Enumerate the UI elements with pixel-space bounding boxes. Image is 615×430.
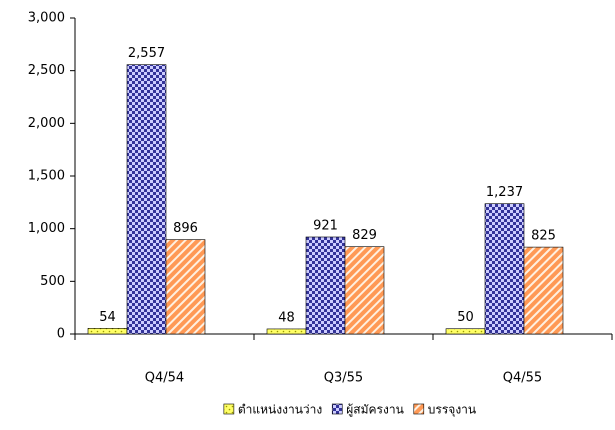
x-tick-label: Q3/55 xyxy=(324,371,363,386)
value-label: 825 xyxy=(531,229,556,244)
legend-label: ผู้สมัครงาน xyxy=(346,403,404,418)
x-tick-label: Q4/55 xyxy=(503,371,542,386)
value-label: 2,557 xyxy=(128,46,165,61)
x-tick-label: Q4/54 xyxy=(145,371,184,386)
value-label: 829 xyxy=(352,228,377,243)
bar xyxy=(87,328,128,335)
bar xyxy=(165,239,206,335)
y-tick-label: 3,000 xyxy=(28,11,65,26)
y-tick-label: 2,000 xyxy=(28,116,65,131)
y-tick-label: 1,500 xyxy=(28,169,65,184)
legend-swatch xyxy=(331,403,343,415)
bar xyxy=(523,246,564,335)
value-label: 1,237 xyxy=(486,185,523,200)
y-tick-label: 0 xyxy=(57,327,65,342)
bar xyxy=(484,203,525,335)
legend-label: ตำแหน่งงานว่าง xyxy=(238,403,322,417)
bar xyxy=(344,246,385,335)
y-tick-label: 1,000 xyxy=(28,221,65,236)
value-label: 48 xyxy=(278,310,295,325)
legend-swatch xyxy=(223,403,235,415)
bar xyxy=(445,328,486,335)
value-label: 50 xyxy=(457,310,474,325)
bar xyxy=(266,328,307,335)
bar xyxy=(305,236,346,335)
y-tick-label: 2,500 xyxy=(28,63,65,78)
y-tick-label: 500 xyxy=(40,274,65,289)
value-label: 921 xyxy=(313,218,338,233)
bar xyxy=(126,64,167,335)
value-label: 896 xyxy=(173,221,198,236)
legend-label: บรรจุงาน xyxy=(428,403,476,418)
legend-swatch xyxy=(413,403,425,415)
value-label: 54 xyxy=(99,310,116,325)
